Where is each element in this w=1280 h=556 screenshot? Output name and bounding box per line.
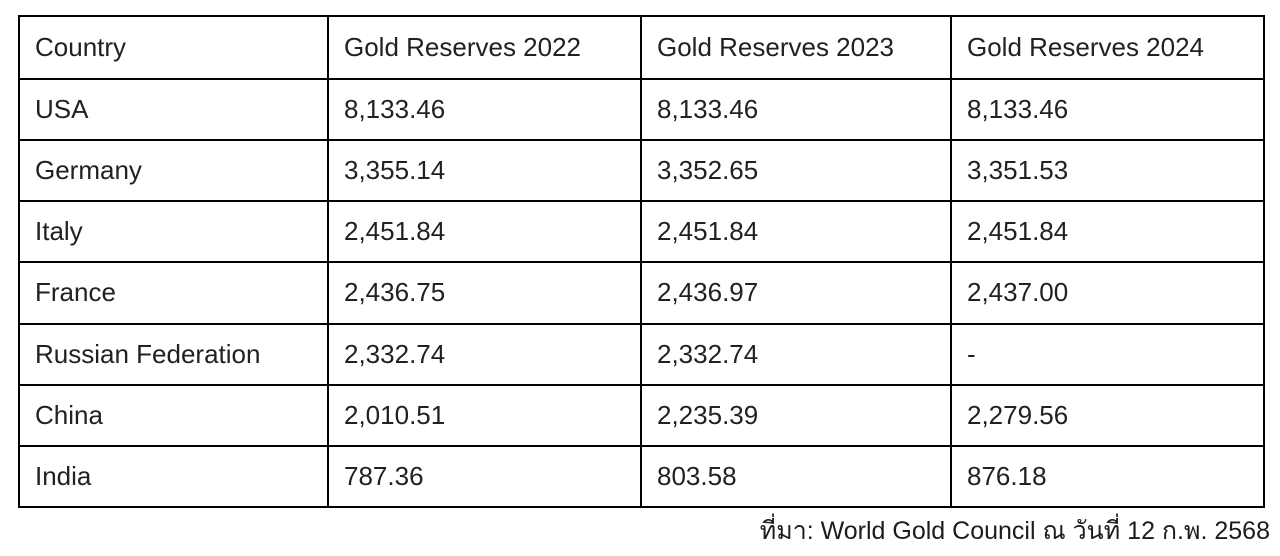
table-row-usa: USA 8,133.46 8,133.46 8,133.46 [18,77,1265,142]
cell-country: France [18,261,329,325]
column-header-gold-reserves-2023: Gold Reserves 2023 [640,15,952,80]
cell-reserves-2024: 876.18 [950,444,1265,509]
cell-reserves-2024: 2,279.56 [950,383,1265,447]
header-row: Country Gold Reserves 2022 Gold Reserves… [18,15,1265,80]
table-row-france: France 2,436.75 2,436.97 2,437.00 [18,261,1265,325]
cell-reserves-2022: 2,010.51 [327,383,642,447]
cell-reserves-2024: 2,437.00 [950,261,1265,325]
cell-reserves-2022: 3,355.14 [327,139,642,203]
cell-reserves-2022: 2,451.84 [327,200,642,264]
table-row-russian-federation: Russian Federation 2,332.74 2,332.74 - [18,322,1265,386]
column-header-gold-reserves-2024: Gold Reserves 2024 [950,15,1265,80]
cell-country: Italy [18,200,329,264]
table-row-india: India 787.36 803.58 876.18 [18,444,1265,509]
cell-country: Germany [18,139,329,203]
cell-reserves-2024: 8,133.46 [950,77,1265,142]
cell-reserves-2022: 8,133.46 [327,77,642,142]
source-attribution: ที่มา: World Gold Council ณ วันที่ 12 ก.… [759,517,1270,545]
cell-country: Russian Federation [18,322,329,386]
cell-reserves-2024: 3,351.53 [950,139,1265,203]
gold-reserves-table-container: Country Gold Reserves 2022 Gold Reserves… [18,15,1265,509]
cell-reserves-2023: 8,133.46 [640,77,952,142]
cell-reserves-2023: 803.58 [640,444,952,509]
table-row-china: China 2,010.51 2,235.39 2,279.56 [18,383,1265,447]
column-header-gold-reserves-2022: Gold Reserves 2022 [327,15,642,80]
cell-reserves-2024: 2,451.84 [950,200,1265,264]
cell-reserves-2024: - [950,322,1265,386]
cell-country: China [18,383,329,447]
cell-reserves-2022: 787.36 [327,444,642,509]
cell-reserves-2023: 3,352.65 [640,139,952,203]
table-row-germany: Germany 3,355.14 3,352.65 3,351.53 [18,139,1265,203]
cell-reserves-2023: 2,436.97 [640,261,952,325]
cell-country: USA [18,77,329,142]
table-row-italy: Italy 2,451.84 2,451.84 2,451.84 [18,200,1265,264]
cell-reserves-2022: 2,332.74 [327,322,642,386]
cell-country: India [18,444,329,509]
column-header-country: Country [18,15,329,80]
gold-reserves-table: Country Gold Reserves 2022 Gold Reserves… [18,15,1265,509]
cell-reserves-2023: 2,235.39 [640,383,952,447]
cell-reserves-2023: 2,451.84 [640,200,952,264]
cell-reserves-2022: 2,436.75 [327,261,642,325]
cell-reserves-2023: 2,332.74 [640,322,952,386]
